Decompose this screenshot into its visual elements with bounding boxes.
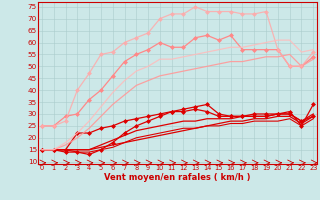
X-axis label: Vent moyen/en rafales ( km/h ): Vent moyen/en rafales ( km/h ) bbox=[104, 173, 251, 182]
